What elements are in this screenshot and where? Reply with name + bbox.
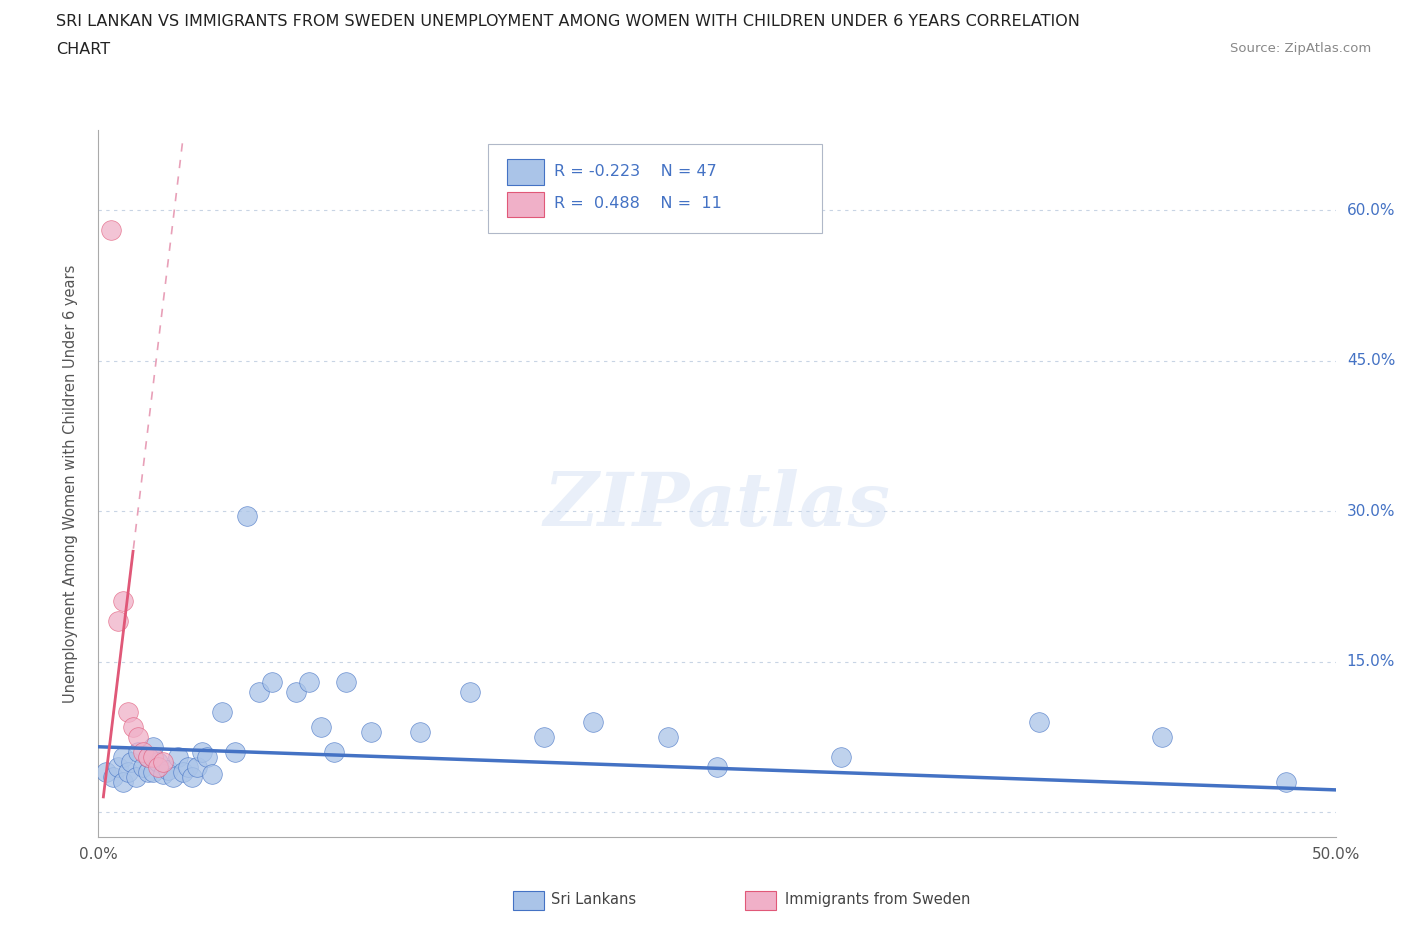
Point <box>152 754 174 769</box>
Point <box>181 769 204 784</box>
Text: Source: ZipAtlas.com: Source: ZipAtlas.com <box>1230 42 1371 55</box>
Point <box>127 729 149 744</box>
Text: ZIPatlas: ZIPatlas <box>544 469 890 541</box>
Point <box>335 674 357 689</box>
Point <box>132 760 155 775</box>
Point <box>146 754 169 769</box>
Point <box>285 684 308 699</box>
Point <box>166 750 188 764</box>
Point <box>706 760 728 775</box>
Point <box>322 744 344 759</box>
Point <box>117 704 139 719</box>
Point <box>176 760 198 775</box>
Point <box>1028 714 1050 729</box>
Point <box>298 674 321 689</box>
Text: Sri Lankans: Sri Lankans <box>551 892 637 907</box>
Point <box>409 724 432 739</box>
Point <box>195 750 218 764</box>
Text: 15.0%: 15.0% <box>1347 654 1395 669</box>
Point <box>124 769 146 784</box>
Point <box>201 766 224 781</box>
FancyBboxPatch shape <box>506 159 544 185</box>
Point <box>142 764 165 779</box>
Text: 60.0%: 60.0% <box>1347 203 1395 218</box>
Text: Immigrants from Sweden: Immigrants from Sweden <box>785 892 970 907</box>
Point <box>146 760 169 775</box>
Point <box>94 764 117 779</box>
Point <box>127 744 149 759</box>
Point <box>247 684 270 699</box>
Point <box>112 775 135 790</box>
Point <box>112 750 135 764</box>
Point <box>142 750 165 764</box>
Point <box>156 763 179 777</box>
Point <box>1152 729 1174 744</box>
Point <box>260 674 283 689</box>
Point <box>142 739 165 754</box>
Point <box>103 769 125 784</box>
Point <box>236 509 259 524</box>
Point <box>582 714 605 729</box>
Point <box>107 614 129 629</box>
Point <box>830 750 852 764</box>
Point <box>122 719 145 734</box>
Point <box>211 704 233 719</box>
Point <box>136 764 159 779</box>
Text: R =  0.488    N =  11: R = 0.488 N = 11 <box>554 196 721 211</box>
Text: SRI LANKAN VS IMMIGRANTS FROM SWEDEN UNEMPLOYMENT AMONG WOMEN WITH CHILDREN UNDE: SRI LANKAN VS IMMIGRANTS FROM SWEDEN UNE… <box>56 14 1080 29</box>
Point <box>132 744 155 759</box>
Point <box>107 760 129 775</box>
Text: CHART: CHART <box>56 42 110 57</box>
Point <box>533 729 555 744</box>
Y-axis label: Unemployment Among Women with Children Under 6 years: Unemployment Among Women with Children U… <box>63 264 77 703</box>
Point <box>112 594 135 609</box>
Point <box>1275 775 1298 790</box>
FancyBboxPatch shape <box>488 144 823 232</box>
Point <box>152 766 174 781</box>
Text: 45.0%: 45.0% <box>1347 353 1395 368</box>
Point <box>309 719 332 734</box>
Point <box>360 724 382 739</box>
Point <box>191 744 214 759</box>
Point <box>186 760 208 775</box>
Text: R = -0.223    N = 47: R = -0.223 N = 47 <box>554 164 717 179</box>
FancyBboxPatch shape <box>506 192 544 217</box>
Text: 30.0%: 30.0% <box>1347 504 1395 519</box>
Point <box>117 764 139 779</box>
Point <box>657 729 679 744</box>
Point <box>100 223 122 238</box>
Point <box>458 684 481 699</box>
Point <box>136 750 159 764</box>
Point <box>172 764 194 779</box>
Point <box>120 754 142 769</box>
Point <box>136 750 159 764</box>
Point <box>224 744 246 759</box>
Point <box>162 769 184 784</box>
